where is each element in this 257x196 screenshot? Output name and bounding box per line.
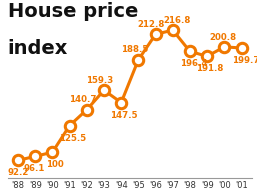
Text: 100: 100 — [46, 160, 64, 169]
Text: 96.1: 96.1 — [23, 164, 44, 173]
Text: 140.7: 140.7 — [69, 95, 96, 104]
Text: 216.8: 216.8 — [163, 16, 191, 25]
Text: 92.2: 92.2 — [7, 168, 29, 177]
Text: 200.8: 200.8 — [209, 33, 236, 42]
Text: 191.8: 191.8 — [196, 64, 224, 73]
Text: 125.5: 125.5 — [59, 133, 86, 142]
Text: 212.8: 212.8 — [138, 20, 165, 29]
Text: 188.5: 188.5 — [121, 45, 148, 54]
Text: 147.5: 147.5 — [110, 111, 138, 120]
Text: 159.3: 159.3 — [86, 76, 113, 85]
Text: 196.4: 196.4 — [180, 59, 208, 68]
Text: 199.7: 199.7 — [232, 56, 257, 65]
Text: House price: House price — [8, 2, 138, 21]
Text: index: index — [8, 39, 68, 58]
